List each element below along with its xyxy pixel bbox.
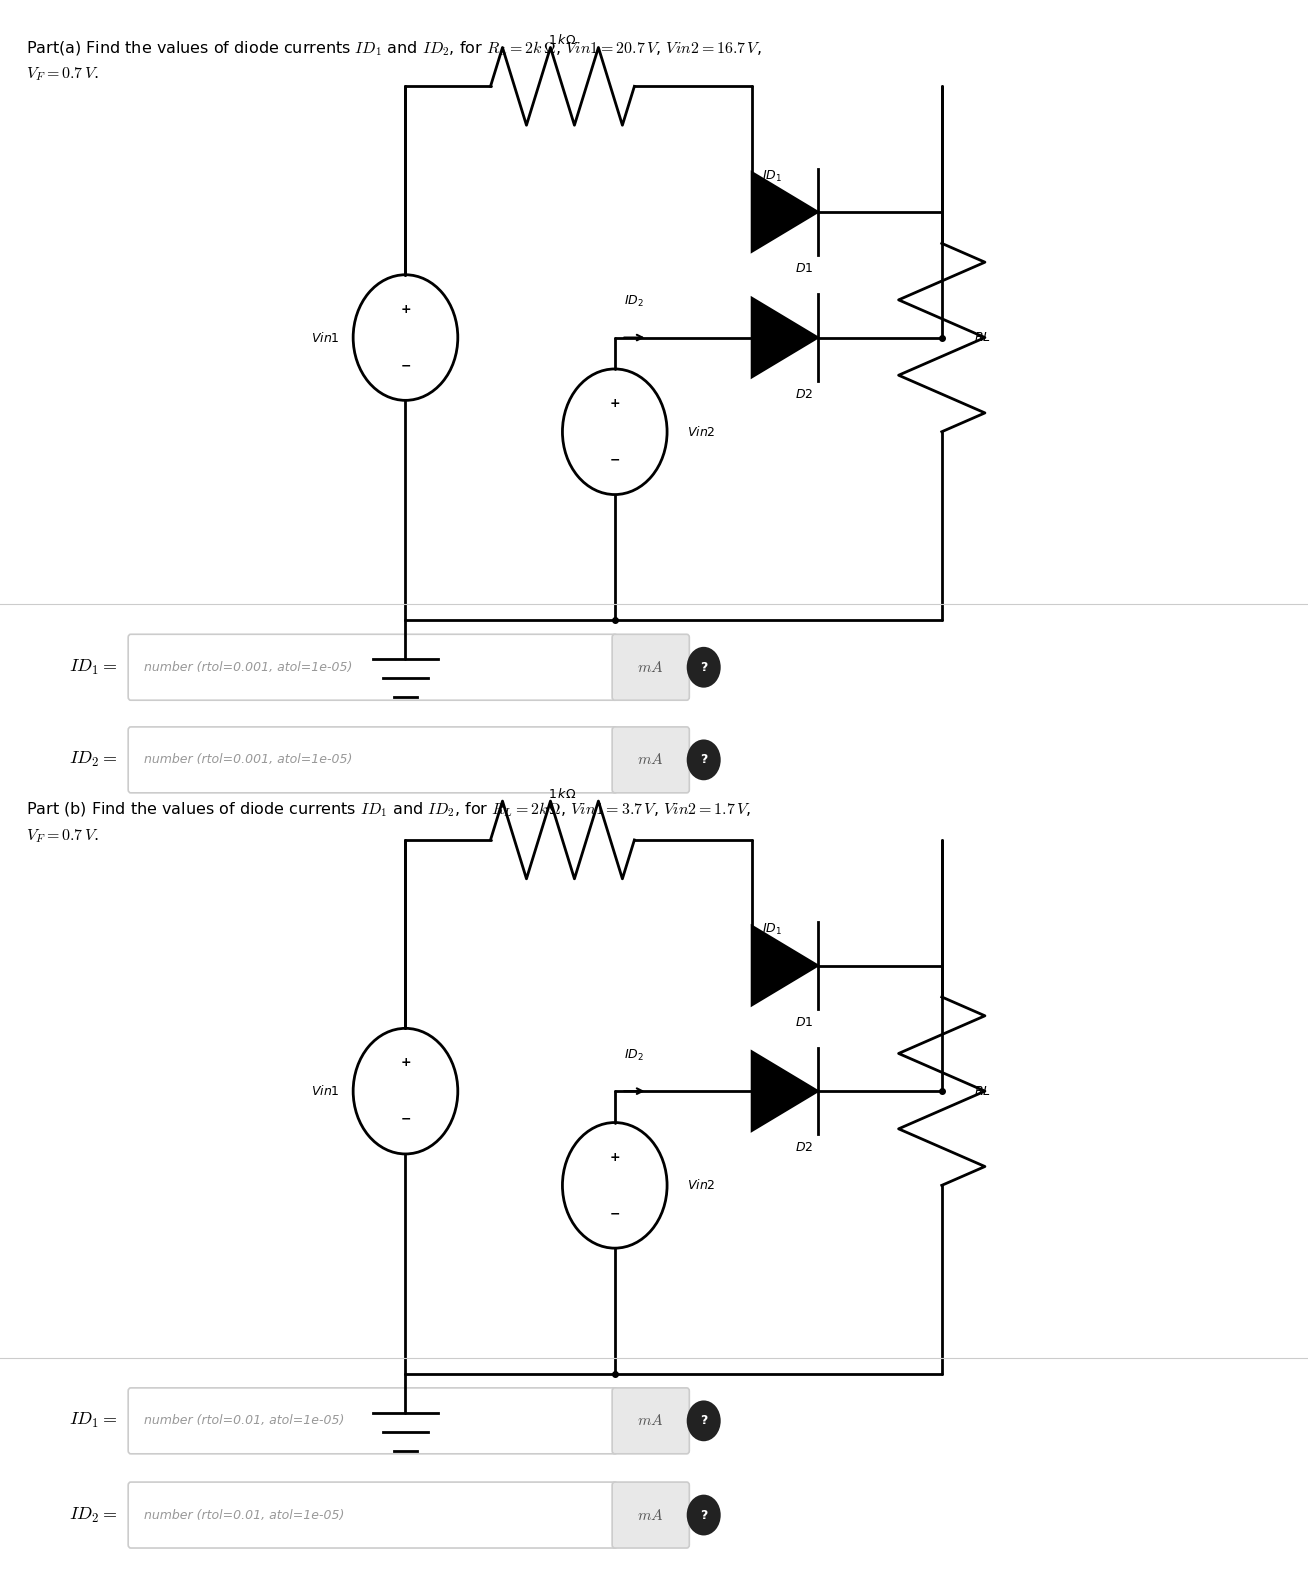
Text: number (rtol=0.01, atol=1e-05): number (rtol=0.01, atol=1e-05) bbox=[144, 1509, 344, 1521]
Text: $ID_2$: $ID_2$ bbox=[624, 294, 645, 309]
Text: ?: ? bbox=[700, 1415, 708, 1427]
Text: ?: ? bbox=[700, 661, 708, 674]
FancyBboxPatch shape bbox=[128, 727, 617, 793]
Text: number (rtol=0.001, atol=1e-05): number (rtol=0.001, atol=1e-05) bbox=[144, 661, 352, 674]
Text: $Vin1$: $Vin1$ bbox=[311, 331, 340, 344]
Polygon shape bbox=[752, 298, 818, 377]
Text: $mA$: $mA$ bbox=[637, 1413, 663, 1429]
Text: −: − bbox=[400, 360, 411, 372]
FancyBboxPatch shape bbox=[612, 1388, 689, 1454]
Text: −: − bbox=[400, 1113, 411, 1126]
Text: $ID_1 =$: $ID_1 =$ bbox=[69, 1411, 118, 1430]
Text: $D1$: $D1$ bbox=[795, 262, 814, 275]
Text: $1\,k\Omega$: $1\,k\Omega$ bbox=[548, 33, 577, 47]
Text: +: + bbox=[400, 303, 411, 316]
Text: Part(a) Find the values of diode currents $ID_1$ and $ID_2$, for $R_L = 2k\,\Ome: Part(a) Find the values of diode current… bbox=[26, 39, 763, 83]
FancyBboxPatch shape bbox=[128, 634, 617, 700]
Text: $Vin1$: $Vin1$ bbox=[311, 1085, 340, 1097]
Text: $D2$: $D2$ bbox=[795, 1141, 814, 1154]
Text: Part (b) Find the values of diode currents $ID_1$ and $ID_2$, for $R_L = 2k\,\Om: Part (b) Find the values of diode curren… bbox=[26, 801, 751, 845]
Text: $1\,k\Omega$: $1\,k\Omega$ bbox=[548, 787, 577, 801]
Text: $D2$: $D2$ bbox=[795, 388, 814, 400]
Circle shape bbox=[687, 739, 721, 780]
Text: $mA$: $mA$ bbox=[637, 1507, 663, 1523]
Text: ?: ? bbox=[700, 754, 708, 766]
Circle shape bbox=[687, 1400, 721, 1441]
Text: +: + bbox=[610, 1151, 620, 1163]
Text: −: − bbox=[610, 1207, 620, 1220]
Text: $Vin2$: $Vin2$ bbox=[687, 425, 715, 438]
Circle shape bbox=[687, 1495, 721, 1535]
Text: $ID_1 =$: $ID_1 =$ bbox=[69, 658, 118, 677]
Text: $RL$: $RL$ bbox=[974, 1085, 991, 1097]
Polygon shape bbox=[752, 1052, 818, 1130]
Text: $ID_1$: $ID_1$ bbox=[761, 168, 782, 184]
Text: $mA$: $mA$ bbox=[637, 659, 663, 675]
Text: ?: ? bbox=[700, 1509, 708, 1521]
FancyBboxPatch shape bbox=[612, 634, 689, 700]
Text: $D1$: $D1$ bbox=[795, 1016, 814, 1028]
Text: +: + bbox=[400, 1057, 411, 1069]
Circle shape bbox=[687, 647, 721, 688]
Polygon shape bbox=[752, 173, 818, 251]
Text: number (rtol=0.01, atol=1e-05): number (rtol=0.01, atol=1e-05) bbox=[144, 1415, 344, 1427]
Text: $ID_2 =$: $ID_2 =$ bbox=[69, 1506, 118, 1524]
Text: $RL$: $RL$ bbox=[974, 331, 991, 344]
Text: number (rtol=0.001, atol=1e-05): number (rtol=0.001, atol=1e-05) bbox=[144, 754, 352, 766]
Text: $ID_2 =$: $ID_2 =$ bbox=[69, 750, 118, 769]
Text: −: − bbox=[610, 454, 620, 466]
Polygon shape bbox=[752, 926, 818, 1005]
Text: $mA$: $mA$ bbox=[637, 752, 663, 768]
FancyBboxPatch shape bbox=[612, 727, 689, 793]
FancyBboxPatch shape bbox=[612, 1482, 689, 1548]
Text: $ID_2$: $ID_2$ bbox=[624, 1047, 645, 1063]
Text: $ID_1$: $ID_1$ bbox=[761, 922, 782, 937]
Text: $Vin2$: $Vin2$ bbox=[687, 1179, 715, 1192]
FancyBboxPatch shape bbox=[128, 1388, 617, 1454]
Text: +: + bbox=[610, 397, 620, 410]
FancyBboxPatch shape bbox=[128, 1482, 617, 1548]
